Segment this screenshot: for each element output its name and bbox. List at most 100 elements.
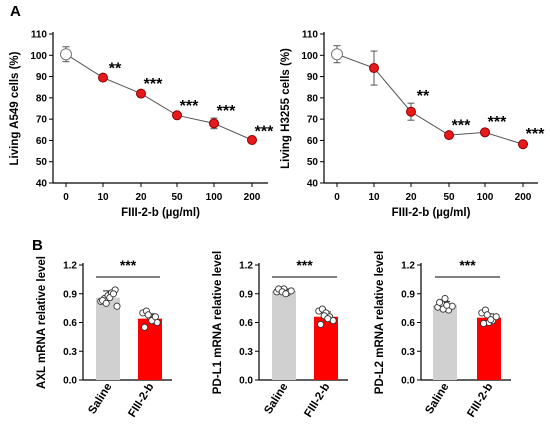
data-point — [406, 106, 416, 117]
y-tick-label: 0.3 — [239, 347, 253, 358]
y-axis-title: AXL mRNA relative level — [36, 256, 48, 389]
data-point — [441, 294, 449, 303]
y-tick-label: 90 — [307, 72, 319, 83]
x-tick-label: 10 — [97, 192, 109, 203]
y-tick-label: 1.2 — [401, 261, 415, 272]
x-tick-label: Saline — [262, 381, 290, 416]
y-tick-label: 0.0 — [239, 376, 253, 387]
bar-chart-axl: 0.0 0.3 0.6 0.9 1.2 AXL mRNA relative level Sa… — [36, 256, 172, 420]
series-line — [336, 53, 524, 145]
significance-label: *** — [255, 123, 274, 140]
data-point — [282, 290, 290, 298]
x-tick-label: 200 — [244, 192, 261, 203]
x-tick-label: 100 — [477, 192, 494, 203]
data-point — [209, 118, 219, 129]
y-tick-label: 100 — [301, 51, 318, 62]
data-point — [480, 127, 490, 138]
data-point — [102, 299, 110, 307]
y-tick-label: 60 — [36, 136, 48, 147]
data-point — [369, 63, 379, 74]
data-point — [151, 313, 159, 321]
y-tick-label: 0.0 — [401, 376, 415, 387]
data-point — [113, 302, 121, 310]
y-tick-label: 50 — [307, 157, 319, 168]
bar — [96, 297, 120, 380]
data-point — [136, 88, 146, 99]
bar — [477, 317, 501, 380]
y-axis-title: PD-L2 mRNA relative level — [374, 251, 386, 394]
data-point — [480, 319, 488, 328]
bar — [314, 316, 338, 380]
y-tick-label: 50 — [36, 157, 48, 168]
x-axis-title: FIII-2-b (µg/ml) — [121, 207, 200, 219]
line-chart-h3255: 40 50 60 70 80 90 100 110 0 10 20 50 100 200 FIII-2-b … — [280, 30, 545, 220]
y-tick-label: 0.9 — [63, 289, 77, 300]
x-tick-label: Saline — [86, 381, 114, 416]
y-tick-label: 0.3 — [63, 347, 77, 358]
significance-label: *** — [452, 118, 471, 135]
y-tick-label: 0.3 — [401, 347, 415, 358]
y-tick-label: 110 — [302, 30, 319, 41]
data-point — [287, 287, 295, 295]
x-tick-label: 0 — [63, 192, 69, 203]
y-tick-label: 0.6 — [239, 318, 253, 329]
y-tick-label: 70 — [307, 115, 319, 126]
data-point — [483, 311, 491, 319]
significance-label: *** — [296, 257, 313, 273]
y-tick-label: 1.2 — [63, 261, 77, 272]
x-tick-label: FIII-2-b — [465, 381, 495, 419]
data-point — [436, 298, 444, 306]
data-point — [324, 315, 332, 323]
series-line — [65, 53, 253, 141]
y-tick-label: 0.6 — [63, 318, 77, 329]
bar — [433, 305, 457, 380]
y-tick-label: 80 — [307, 93, 319, 104]
significance-label: ** — [109, 61, 122, 78]
data-point — [144, 311, 152, 319]
data-point — [487, 316, 495, 324]
data-point — [317, 320, 325, 328]
bar-chart-pd-l2: 0.0 0.3 0.6 0.9 1.2 PD-L2 mRNA relative level… — [374, 251, 511, 420]
y-axis-title: PD-L1 mRNA relative level — [212, 251, 224, 394]
data-point — [331, 48, 343, 61]
x-tick-label: FIII-2-b — [302, 381, 332, 419]
y-tick-label: 0.6 — [401, 318, 415, 329]
bar — [272, 290, 296, 380]
x-tick-label: 50 — [171, 192, 183, 203]
bar-chart-pd-l1: 0.0 0.3 0.6 0.9 1.2 PD-L1 mRNA relative level… — [212, 251, 348, 420]
data-point — [172, 110, 182, 121]
significance-label: *** — [144, 76, 163, 93]
x-tick-label: 50 — [443, 192, 455, 203]
data-point — [98, 72, 108, 83]
x-tick-label: 10 — [368, 192, 380, 203]
y-tick-label: 0.9 — [239, 289, 253, 300]
y-tick-label: 80 — [36, 93, 48, 104]
significance-label: *** — [459, 257, 476, 273]
y-tick-label: 60 — [307, 136, 319, 147]
significance-label: *** — [526, 126, 545, 143]
y-axis-title: Living A549 cells (%) — [9, 51, 21, 165]
data-point — [492, 313, 500, 321]
data-point — [141, 323, 149, 331]
significance-label: *** — [120, 257, 137, 273]
x-tick-label: 20 — [135, 192, 147, 203]
x-tick-label: FIII-2-b — [126, 381, 156, 419]
panel-label-b: B — [32, 237, 43, 254]
x-tick-label: 20 — [405, 192, 417, 203]
x-axis-title: FIII-2-b (µg/ml) — [392, 207, 471, 219]
y-tick-label: 0.0 — [63, 376, 77, 387]
data-point — [518, 139, 528, 150]
y-tick-label: 70 — [36, 115, 48, 126]
y-tick-label: 110 — [31, 30, 48, 41]
data-point — [109, 290, 117, 298]
data-point — [247, 135, 257, 146]
significance-label: *** — [488, 114, 507, 131]
x-tick-label: 200 — [515, 192, 532, 203]
panel-label-a: A — [10, 3, 21, 20]
y-axis-title: Living H3255 cells (%) — [280, 48, 292, 169]
line-chart-a549: 40 50 60 70 80 90 100 110 0 10 20 50 100 200 FIII-2-b … — [9, 30, 274, 220]
data-point — [443, 301, 451, 309]
significance-label: ** — [417, 88, 430, 105]
y-tick-label: 0.9 — [401, 289, 415, 300]
